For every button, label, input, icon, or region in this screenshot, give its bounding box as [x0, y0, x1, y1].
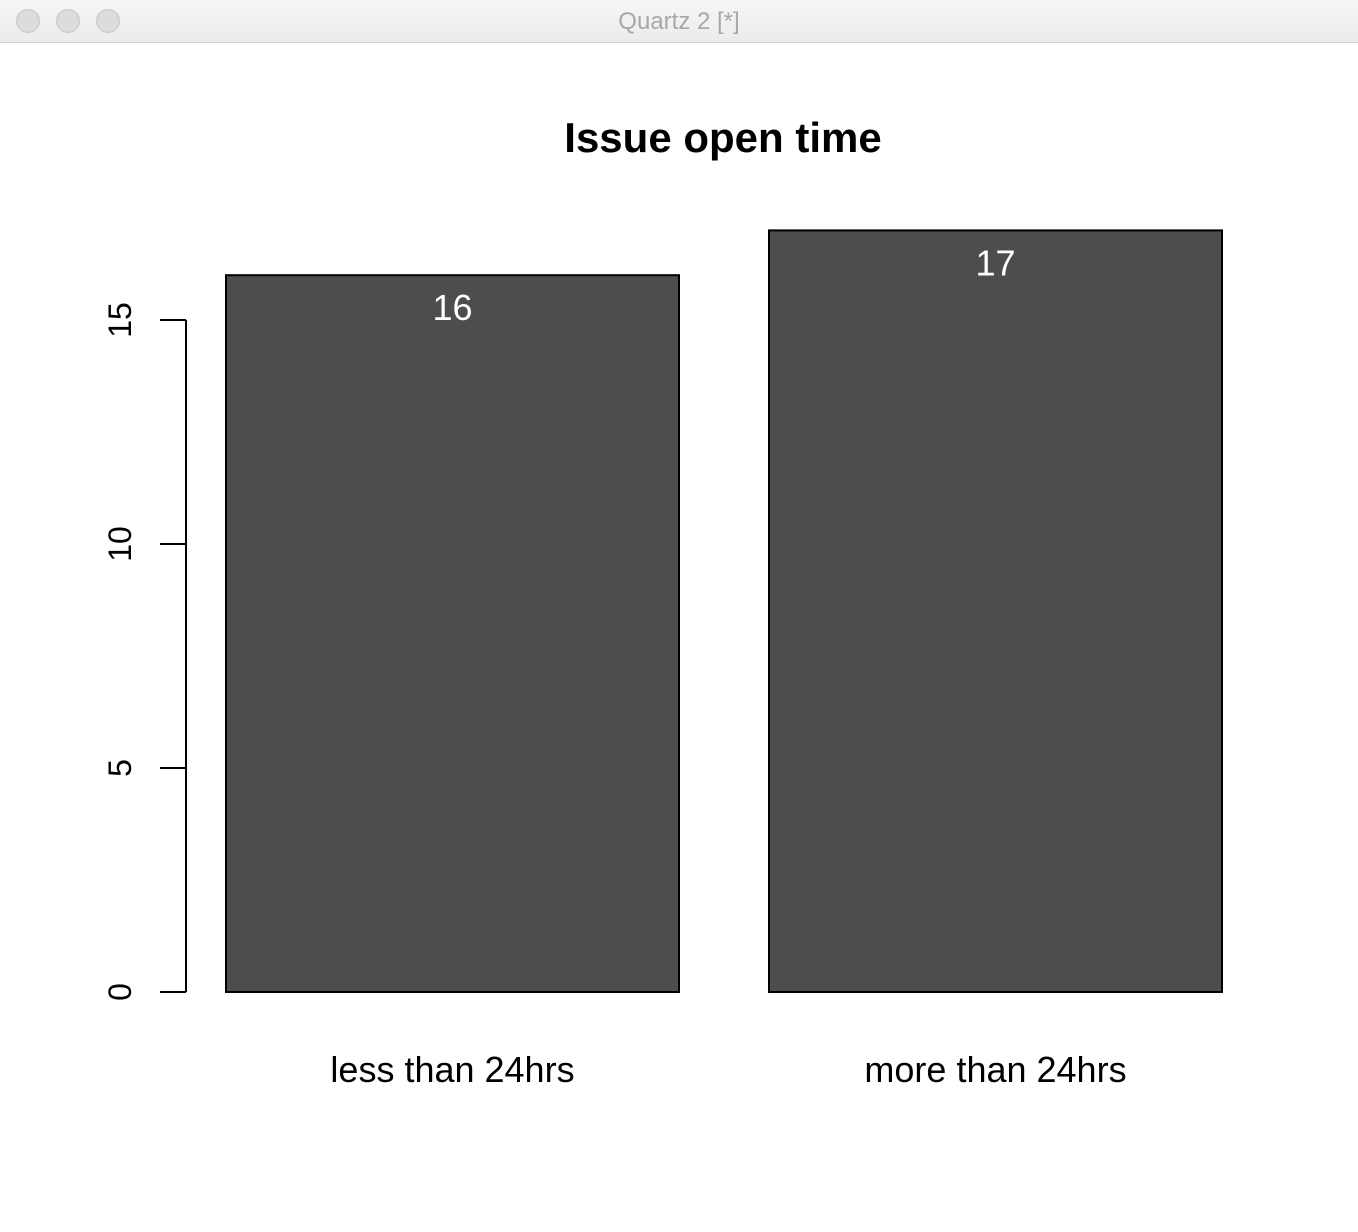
window-titlebar[interactable]: Quartz 2 [*]: [0, 0, 1358, 43]
window-title: Quartz 2 [*]: [618, 8, 740, 35]
y-axis: 0 5 10 15: [102, 302, 187, 1001]
y-tick-label: 5: [102, 759, 138, 777]
y-tick-label: 15: [102, 302, 138, 338]
bar: [225, 274, 680, 993]
chart-title: Issue open time: [564, 114, 881, 161]
zoom-window-button[interactable]: [96, 9, 120, 33]
category-labels: less than 24hrs more than 24hrs: [330, 1049, 1126, 1090]
y-tick-label: 0: [102, 983, 138, 1001]
bar-value-label: 17: [975, 242, 1015, 283]
plot-area: Issue open time 0 5 10 15 16 17 less than 24…: [0, 44, 1358, 1232]
bar-value-label: 16: [432, 287, 472, 328]
category-label: more than 24hrs: [864, 1049, 1126, 1090]
category-label: less than 24hrs: [330, 1049, 574, 1090]
close-window-button[interactable]: [16, 9, 40, 33]
bar: [768, 229, 1223, 993]
bars: [225, 229, 1223, 993]
minimize-window-button[interactable]: [56, 9, 80, 33]
y-tick-label: 10: [102, 526, 138, 562]
